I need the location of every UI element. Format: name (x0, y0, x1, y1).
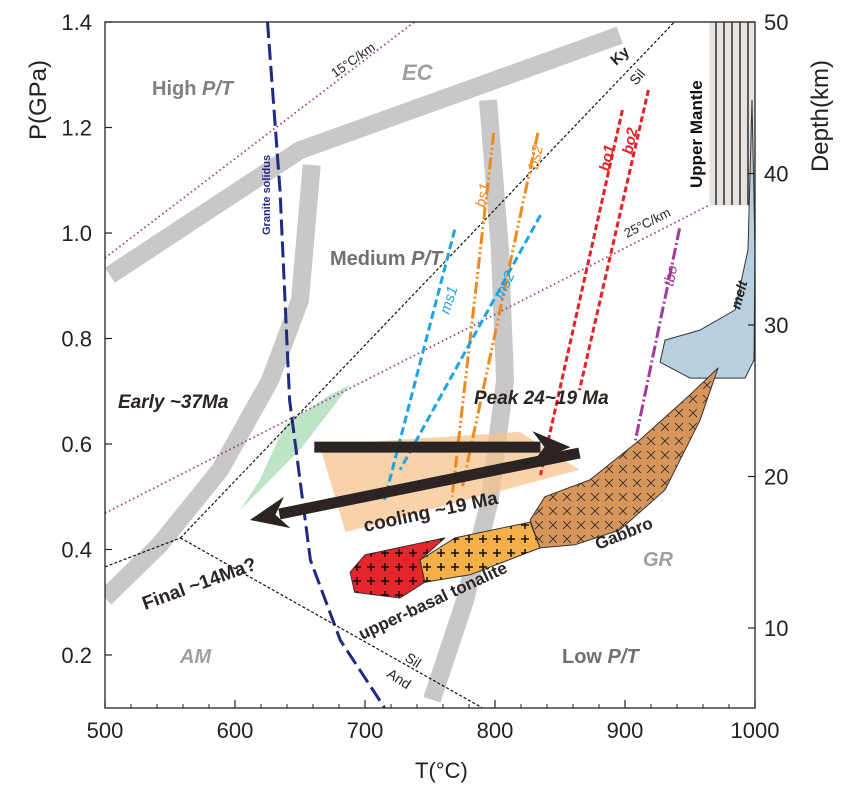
x-tick-label: 700 (347, 718, 384, 743)
x-tick-label: 900 (607, 718, 644, 743)
label-melt: melt (727, 278, 750, 311)
label-sil-lower: Sil (402, 649, 424, 671)
line-15-c-km (105, 22, 415, 259)
y-tick-label: 0.4 (61, 538, 92, 563)
facies-boundary-1 (105, 164, 321, 605)
label-gr: GR (643, 549, 674, 571)
label-sil: Sil (626, 66, 648, 88)
label-medium-pt: Medium P/T (330, 248, 444, 270)
label-final: Final ~14Ma? (140, 554, 260, 615)
y2-tick-label: 40 (764, 162, 788, 187)
label-low-pt: Low P/T (562, 646, 640, 668)
line-25-c-km (105, 204, 710, 514)
y-tick-label: 0.8 (61, 327, 92, 352)
label-granite-solidus: Granite solidus (261, 155, 273, 235)
label-upper-mantle: Upper Mantle (687, 80, 706, 188)
label-early: Early ~37Ma (118, 392, 229, 413)
y-tick-label: 1.0 (61, 221, 92, 246)
y2-tick-label: 30 (764, 313, 788, 338)
line-ky-sil (179, 22, 675, 539)
line-and-ky (105, 537, 181, 568)
label-bs1: bs1 (472, 182, 494, 209)
x-axis-label: T(°C) (415, 758, 468, 783)
line-granite-solidus (266, 22, 386, 708)
label-25ckm: 25°C/km (622, 205, 673, 241)
y-tick-label: 1.2 (61, 116, 92, 141)
field-melt (659, 99, 755, 379)
y-tick-label: 0.2 (61, 643, 92, 668)
label-high-pt: High P/T (152, 78, 235, 100)
x-tick-label: 1000 (731, 718, 780, 743)
y-axis-label: P(GPa) (25, 60, 52, 140)
line-bs2 (461, 132, 540, 487)
y2-tick-label: 50 (764, 10, 788, 35)
label-ec: EC (402, 60, 434, 85)
arrow-cooling-head (249, 496, 291, 529)
arrow-cooling-shaft (278, 447, 581, 520)
label-bo2: bo2 (619, 126, 641, 156)
y-tick-label: 0.6 (61, 432, 92, 457)
y2-tick-label: 10 (764, 616, 788, 641)
label-15ckm: 15°C/km (328, 39, 378, 80)
label-peak: Peak 24~19 Ma (474, 388, 609, 409)
line-bo2 (578, 89, 650, 391)
line-tbo (633, 227, 682, 441)
line-bo1 (539, 109, 624, 476)
label-tbo: tbo (660, 264, 681, 288)
y-tick-label: 1.4 (61, 10, 92, 35)
upper-mantle-box (709, 22, 755, 206)
line-ms2 (398, 214, 542, 471)
x-tick-label: 600 (217, 718, 254, 743)
y2-tick-label: 20 (764, 465, 788, 490)
facies-boundary-0 (105, 26, 623, 283)
field-tonalite-pattern (420, 522, 540, 583)
y2-axis-label: Depth(km) (807, 60, 834, 172)
label-bs2: bs2 (525, 143, 547, 171)
field-upper-basal-pattern (350, 537, 445, 598)
label-am: AM (179, 646, 212, 668)
x-tick-label: 800 (477, 718, 514, 743)
line-ms1 (383, 229, 457, 501)
x-tick-label: 500 (87, 718, 124, 743)
line-bs1 (450, 132, 496, 497)
plot-frame (104, 21, 756, 709)
field-gabbro-pattern (530, 368, 718, 548)
label-bo1: bo1 (596, 143, 618, 173)
line-sil-and (180, 537, 483, 708)
label-and: And (384, 665, 414, 692)
